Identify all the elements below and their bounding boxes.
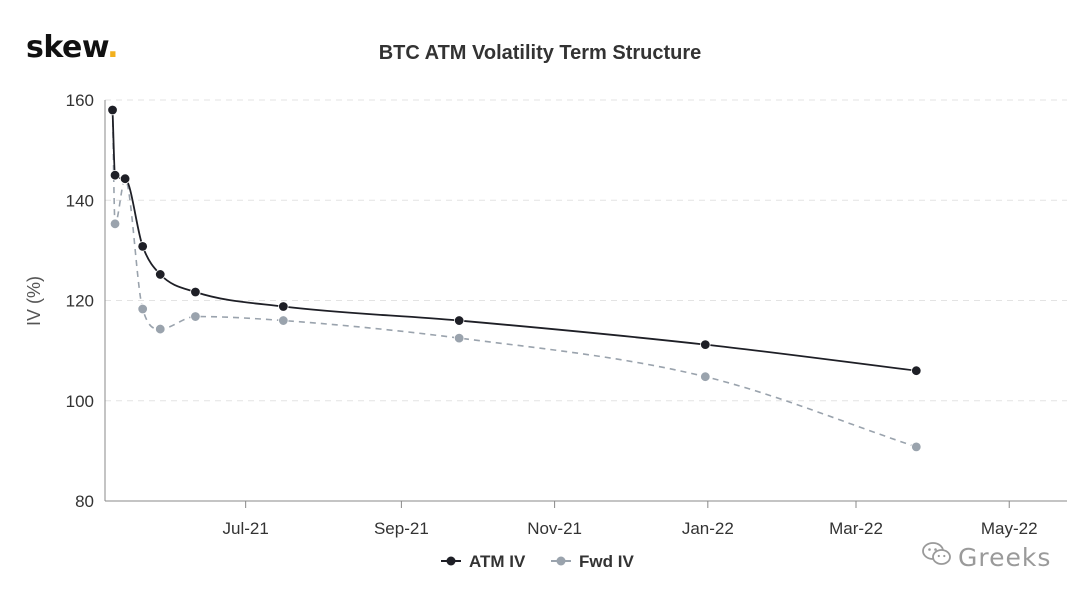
data-point-fwd-iv	[453, 332, 465, 344]
chart-title: BTC ATM Volatility Term Structure	[379, 42, 702, 64]
data-point-atm-iv	[109, 169, 121, 181]
gridlines	[105, 99, 1067, 402]
data-point-fwd-iv	[190, 311, 201, 322]
watermark: Greeks	[922, 541, 1051, 573]
legend-swatch-marker	[446, 556, 456, 566]
y-axis-label: IV (%)	[24, 276, 44, 326]
data-point-fwd-iv	[137, 303, 148, 315]
data-point-atm-iv	[911, 365, 922, 376]
y-tick-label: 140	[66, 191, 94, 210]
x-tick-label: Jul-21	[223, 519, 269, 538]
data-point-atm-iv	[278, 301, 289, 312]
series-atm-iv	[107, 104, 922, 376]
skew-logo: skew.	[26, 30, 119, 65]
data-point-fwd-iv	[911, 441, 922, 453]
y-tick-label: 120	[66, 292, 94, 311]
data-point-atm-iv	[155, 269, 166, 280]
x-tick-label: May-22	[981, 519, 1038, 538]
data-point-fwd-iv	[155, 323, 166, 335]
legend[interactable]: ATM IV Fwd IV	[441, 552, 634, 571]
x-tick-label: Nov-21	[527, 519, 582, 538]
axes: 80 100 120 140 160 Jul-21 Sep-21 Nov-21 Jan-22 Ma…	[66, 91, 1067, 538]
watermark-text: Greeks	[958, 542, 1052, 572]
data-point-atm-iv	[137, 241, 148, 252]
logo-dot: .	[107, 30, 119, 65]
legend-swatch-marker	[556, 556, 566, 566]
logo-text: skew	[26, 30, 108, 65]
legend-item-fwd-iv[interactable]: Fwd IV	[551, 552, 634, 571]
data-point-fwd-iv	[109, 218, 121, 230]
series-fwd-iv	[107, 104, 922, 453]
data-point-atm-iv	[190, 286, 201, 298]
data-point-atm-iv	[119, 173, 131, 184]
x-tick-label: Mar-22	[829, 519, 883, 538]
legend-item-atm-iv[interactable]: ATM IV	[441, 552, 526, 571]
series-line-fwd-iv	[111, 110, 917, 448]
y-tick-label: 160	[66, 91, 94, 110]
legend-label: Fwd IV	[579, 552, 634, 571]
series-line-atm-iv	[111, 109, 917, 372]
data-point-atm-iv	[107, 104, 118, 116]
legend-label: ATM IV	[469, 552, 526, 571]
series	[107, 104, 922, 453]
y-tick-label: 80	[75, 492, 94, 511]
data-point-fwd-iv	[700, 371, 711, 382]
wechat-icon	[922, 541, 952, 573]
data-point-atm-iv	[700, 339, 711, 350]
x-tick-label: Jan-22	[682, 519, 734, 538]
x-tick-label: Sep-21	[374, 519, 429, 538]
y-tick-label: 100	[66, 392, 94, 411]
data-point-fwd-iv	[278, 315, 289, 326]
data-point-atm-iv	[453, 315, 465, 326]
